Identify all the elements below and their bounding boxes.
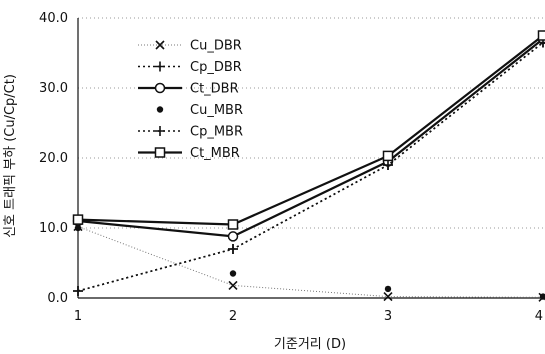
series-line <box>77 41 544 292</box>
series-cu-mbr <box>74 224 545 300</box>
marker-dot <box>384 285 392 293</box>
marker-plus <box>73 286 83 296</box>
marker-square <box>154 147 166 158</box>
y-tick-label: 30.0 <box>39 81 68 96</box>
legend-label: Cu_MBR <box>190 103 243 118</box>
series-cu-dbr <box>73 222 545 302</box>
legend-item-ct-mbr: Ct_MBR <box>138 146 240 161</box>
series-layer <box>72 30 545 302</box>
marker-square <box>72 214 84 225</box>
marker-x <box>155 40 165 50</box>
marker-plus <box>155 61 165 72</box>
marker-square <box>382 150 394 162</box>
marker-plus <box>155 126 165 136</box>
series-cp-dbr <box>73 37 545 296</box>
series-line <box>77 34 544 226</box>
legend-label: Cp_MBR <box>190 125 243 140</box>
axes <box>77 18 543 299</box>
marker-square <box>537 30 545 41</box>
legend: Cu_DBR Cp_DBR Ct_DBR Cu_MBR Cp_MBR Ct_MBR <box>138 39 243 161</box>
marker-plus <box>383 160 393 170</box>
marker-circle <box>154 82 166 94</box>
series-cp-mbr <box>73 37 545 296</box>
y-tick-label: 20.0 <box>39 151 68 166</box>
marker-square <box>227 219 239 230</box>
marker-dot <box>74 224 82 232</box>
series-ct-mbr <box>72 30 545 230</box>
y-tick-label: 10.0 <box>39 221 68 236</box>
grid-lines <box>78 17 543 229</box>
y-tick-label: 40.0 <box>39 11 68 26</box>
x-axis-label: 기준거리 (D) <box>274 337 346 352</box>
marker-dot <box>229 270 237 277</box>
tick-labels: 0.0 10.0 20.0 30.0 40.0 1 2 3 4 <box>39 11 543 324</box>
legend-item-cu-dbr: Cu_DBR <box>138 39 242 54</box>
marker-circle <box>227 231 239 242</box>
legend-label: Ct_MBR <box>190 146 240 161</box>
legend-label: Ct_DBR <box>190 82 239 97</box>
y-tick-label: 0.0 <box>47 291 68 306</box>
legend-item-cp-dbr: Cp_DBR <box>138 60 242 75</box>
legend-label: Cp_DBR <box>190 60 242 75</box>
marker-dot <box>156 106 164 113</box>
series-line <box>77 38 544 238</box>
marker-x <box>383 292 393 302</box>
marker-dot <box>539 293 545 300</box>
y-axis-label: 신호 트래픽 부하 (Cu/Cp/Ct) <box>3 74 18 238</box>
legend-label: Cu_DBR <box>190 39 242 54</box>
marker-plus <box>228 244 238 254</box>
legend-item-cp-mbr: Cp_MBR <box>138 125 243 140</box>
series-ct-dbr <box>72 33 545 242</box>
x-tick-label: 3 <box>384 309 392 324</box>
series-line <box>77 41 544 292</box>
legend-item-ct-dbr: Ct_DBR <box>138 82 239 97</box>
x-tick-label: 2 <box>229 309 237 324</box>
x-tick-label: 1 <box>74 309 82 324</box>
marker-x <box>228 280 238 290</box>
series-line <box>77 226 544 298</box>
x-tick-label: 4 <box>535 309 543 324</box>
legend-item-cu-mbr: Cu_MBR <box>156 103 243 118</box>
